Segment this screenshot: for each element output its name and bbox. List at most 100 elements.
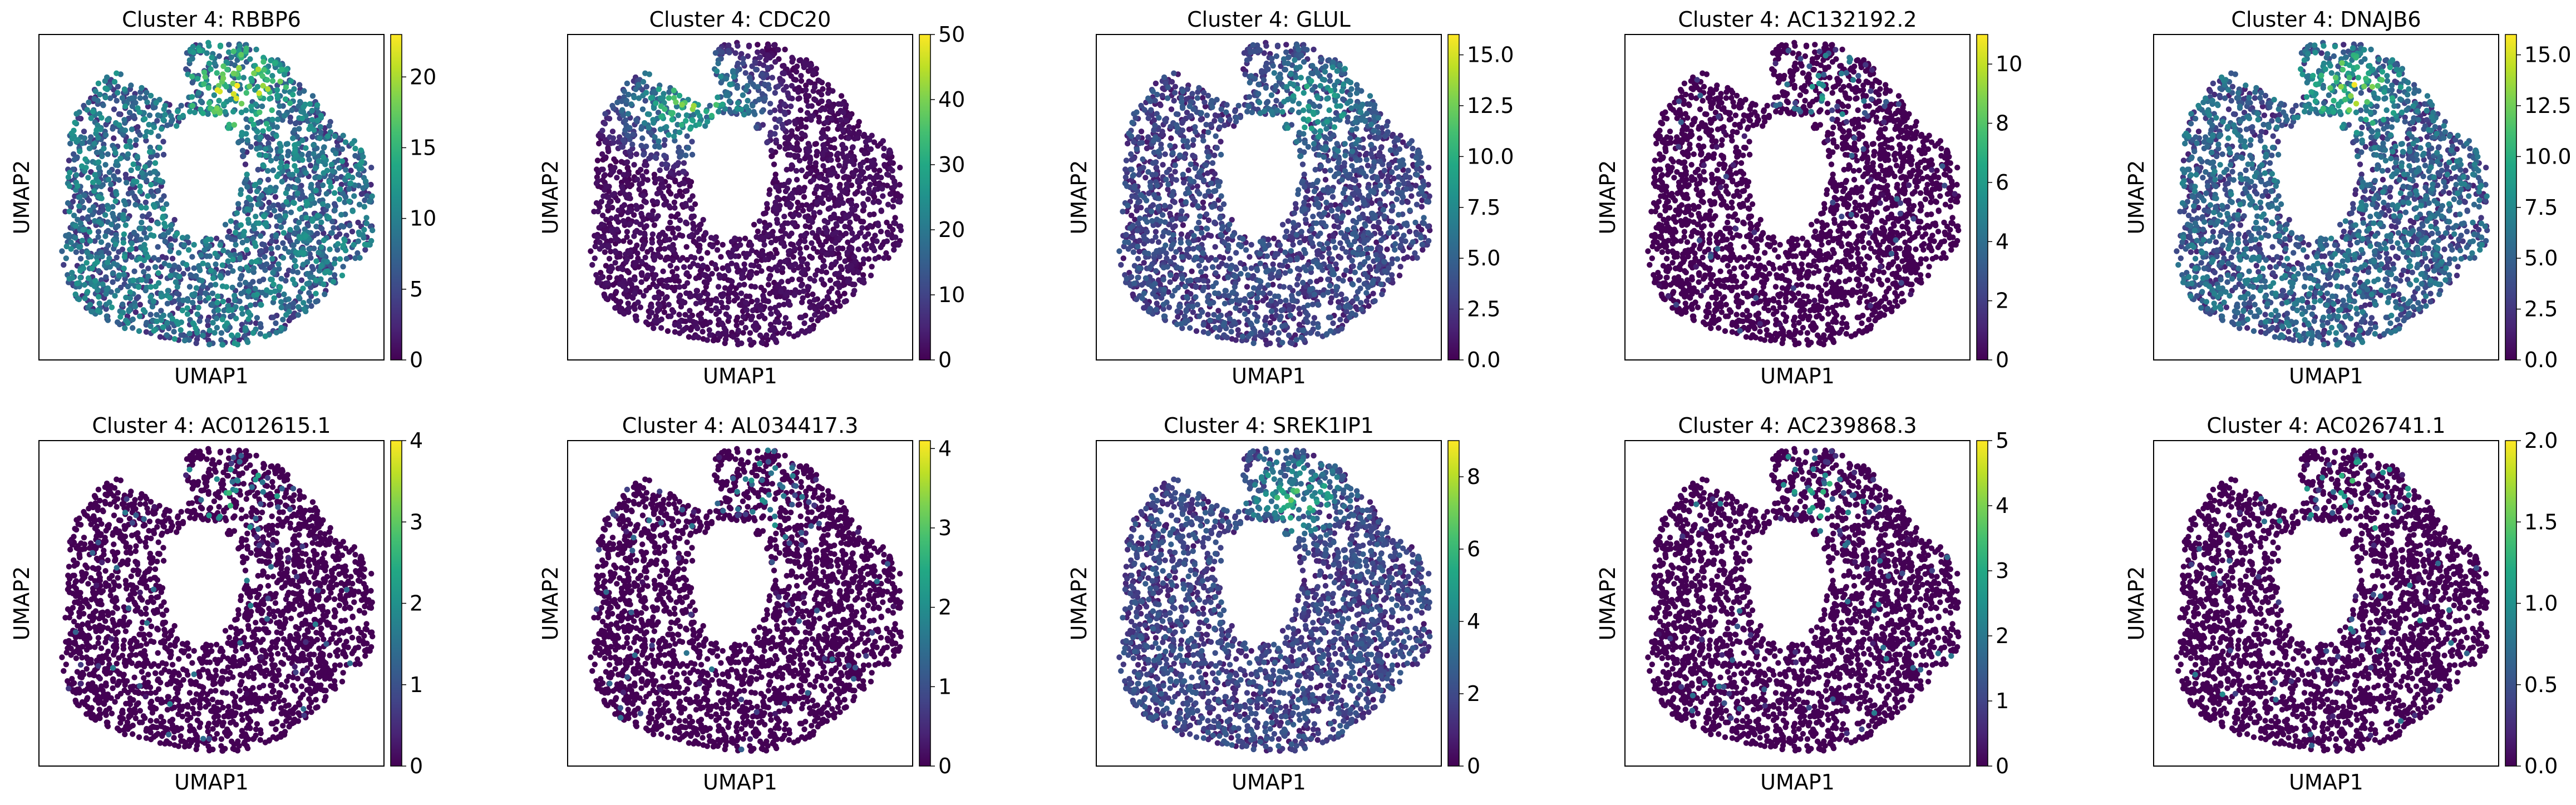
cell-point: [828, 137, 834, 143]
cell-point: [741, 112, 747, 117]
cell-point: [287, 227, 293, 233]
cell-point: [855, 246, 861, 252]
cell-point: [174, 231, 180, 236]
cell-point: [801, 288, 806, 294]
cell-point: [155, 270, 161, 276]
cell-point: [735, 315, 740, 320]
cell-point: [200, 333, 205, 338]
cell-point: [627, 250, 632, 255]
cell-point: [96, 219, 101, 224]
cell-point: [254, 189, 260, 194]
cell-point: [624, 234, 629, 240]
cell-point: [766, 299, 771, 304]
cell-point: [243, 325, 248, 330]
cell-point: [362, 204, 367, 209]
cell-point: [135, 124, 140, 130]
cell-point: [332, 190, 337, 196]
cell-point: [757, 333, 763, 338]
cell-point: [607, 256, 612, 261]
cell-point: [70, 136, 75, 141]
cell-point: [96, 165, 101, 171]
cell-point: [871, 248, 877, 253]
cell-point: [840, 200, 846, 206]
cell-point: [105, 117, 110, 122]
cell-point: [102, 162, 108, 167]
cell-point: [594, 180, 599, 186]
cell-point: [324, 259, 330, 264]
cell-point: [289, 107, 294, 113]
panel-title: Cluster 4: RBBP6: [122, 7, 301, 32]
cell-point: [694, 288, 700, 293]
cell-point: [267, 96, 272, 101]
cell-point: [124, 144, 129, 149]
cell-point: [332, 134, 338, 139]
cell-point: [236, 65, 242, 71]
cell-point: [739, 275, 745, 281]
cell-point: [285, 304, 291, 309]
cell-point: [128, 82, 134, 88]
cell-point: [746, 43, 752, 49]
cell-point: [780, 223, 785, 229]
cell-point: [780, 71, 785, 76]
cell-point: [782, 47, 787, 52]
cell-point: [160, 139, 166, 144]
cell-point: [85, 216, 90, 222]
cell-point: [633, 260, 639, 265]
cell-point: [370, 228, 375, 233]
cell-point: [111, 135, 116, 141]
cell-point: [73, 111, 79, 116]
cell-point: [124, 180, 129, 185]
cell-point: [651, 105, 657, 111]
colorbar-tick-label: 10: [410, 206, 436, 231]
cell-point: [255, 129, 260, 135]
cell-point: [762, 257, 768, 263]
colorbar: [391, 34, 402, 360]
cell-point: [773, 125, 779, 130]
cell-point: [809, 255, 815, 260]
cell-point: [222, 109, 228, 115]
cell-point: [99, 154, 105, 159]
cell-point: [817, 78, 822, 84]
cell-point: [260, 59, 266, 65]
cell-point: [137, 109, 142, 115]
cell-point: [260, 73, 265, 79]
cell-point: [233, 242, 238, 248]
cell-point: [213, 261, 218, 267]
cell-point: [688, 293, 694, 299]
cell-point: [730, 68, 736, 73]
cell-point: [851, 254, 857, 260]
cell-point: [757, 55, 763, 60]
colorbar-tick-label: 30: [938, 152, 965, 177]
cell-point: [747, 330, 753, 335]
cell-point: [869, 264, 874, 269]
cell-point: [92, 141, 97, 146]
cell-point: [239, 101, 244, 106]
cell-point: [235, 201, 241, 206]
cell-point: [179, 103, 184, 108]
colorbar-tick-label: 50: [938, 22, 965, 47]
cell-point: [777, 117, 782, 122]
cell-point: [318, 124, 323, 130]
cell-point: [336, 165, 342, 171]
cell-point: [800, 295, 806, 301]
cell-point: [122, 86, 127, 92]
colorbar-tick-label: 0: [938, 348, 952, 372]
cell-point: [325, 134, 331, 139]
cell-point: [726, 295, 731, 301]
cell-point: [344, 256, 349, 261]
cell-point: [198, 98, 204, 104]
cell-point: [171, 263, 177, 268]
cell-point: [825, 82, 831, 87]
cell-point: [766, 282, 771, 288]
cell-point: [280, 317, 285, 322]
cell-point: [644, 223, 649, 229]
cell-point: [759, 71, 765, 77]
cell-point: [257, 279, 262, 284]
cell-point: [341, 133, 346, 139]
cell-point: [320, 182, 326, 188]
cell-point: [193, 325, 199, 331]
cell-point: [798, 276, 804, 282]
cell-point: [130, 103, 135, 109]
cell-point: [174, 319, 179, 324]
cell-point: [152, 204, 157, 210]
